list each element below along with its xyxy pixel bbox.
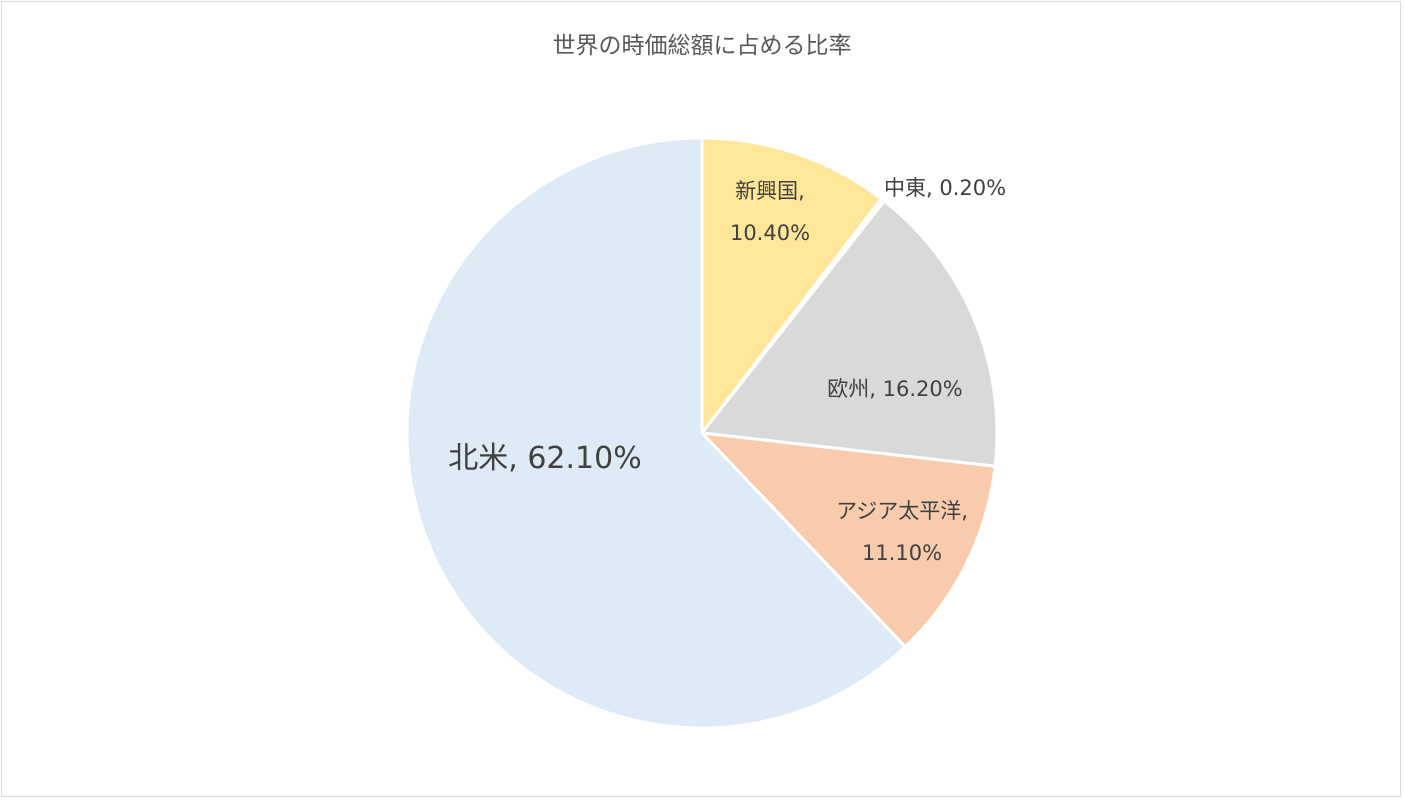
- chart-title: 世界の時価総額に占める比率: [552, 33, 852, 59]
- data-labels: 新興国, 10.40% 中東, 0.20% 欧州, 16.20% アジア太平洋, 11.1…: [448, 176, 1006, 565]
- data-label-1: 新興国,: [735, 179, 805, 203]
- pie-slice-3: [700, 199, 999, 468]
- data-label-3: 欧州, 16.20%: [827, 377, 962, 401]
- pie-slices: [405, 136, 999, 730]
- data-label-2: 中東, 0.20%: [884, 176, 1006, 200]
- pie-slice-5: [405, 136, 907, 730]
- data-label-4: アジア太平洋,: [836, 499, 968, 523]
- data-label-value-1: 10.40%: [730, 221, 810, 245]
- data-label-5: 北米, 62.10%: [448, 441, 641, 476]
- pie-slice-1: [700, 136, 883, 435]
- pie-slice-4: [700, 431, 997, 649]
- data-label-value-4: 11.10%: [862, 541, 942, 565]
